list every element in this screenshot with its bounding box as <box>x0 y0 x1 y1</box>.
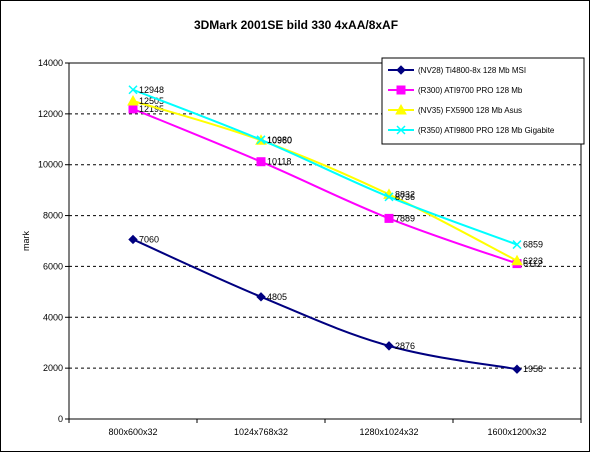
series-line-3 <box>132 88 518 246</box>
data-point <box>384 192 394 202</box>
data-point <box>256 157 266 167</box>
data-point-stroke <box>512 240 522 250</box>
data-label: 12195 <box>139 104 164 114</box>
data-point <box>256 292 266 302</box>
data-point <box>127 94 139 106</box>
series-line-1 <box>132 107 518 265</box>
data-point-stroke <box>256 135 266 145</box>
legend-box <box>381 57 585 145</box>
series-line-0 <box>132 238 518 371</box>
legend-label: (NV28) Ti4800-8x 128 Mb MSI <box>418 66 526 75</box>
data-label: 7060 <box>139 234 159 244</box>
x-tick-label: 1600x1200x32 <box>487 427 546 437</box>
data-point <box>512 364 522 374</box>
data-point <box>256 135 266 145</box>
x-tick-label: 1024x768x32 <box>234 427 288 437</box>
data-point <box>384 341 394 351</box>
data-label: 12948 <box>139 85 164 95</box>
data-point <box>384 213 394 223</box>
data-label: 12505 <box>139 96 164 106</box>
y-tick-label: 2000 <box>43 363 63 373</box>
y-axis-label: mark <box>21 231 31 251</box>
legend-marker <box>395 103 407 115</box>
data-point-stroke <box>384 192 394 202</box>
legend-label: (R300) ATI9700 PRO 128 Mb <box>418 86 523 95</box>
data-label: 6112 <box>523 259 542 269</box>
data-label: 8736 <box>395 192 415 202</box>
chart-title: 3DMark 2001SE bild 330 4xAA/8xAF <box>194 18 398 32</box>
legend-label: (R350) ATI9800 PRO 128 Mb Gigabite <box>418 126 555 135</box>
y-tick-label: 8000 <box>43 211 63 221</box>
data-point <box>128 234 138 245</box>
legend-marker-stroke <box>396 125 406 135</box>
legend: (NV28) Ti4800-8x 128 Mb MSI (R300) ATI970… <box>381 57 585 145</box>
x-tick-label: 800x600x32 <box>108 427 157 437</box>
data-point-stroke <box>128 85 138 95</box>
legend-marker <box>396 65 406 75</box>
data-label: 10980 <box>267 135 292 145</box>
data-label: 10118 <box>267 157 291 167</box>
legend-marker <box>396 85 406 95</box>
data-label: 6223 <box>523 256 543 266</box>
data-label: 6859 <box>523 240 543 250</box>
y-tick-label: 14000 <box>38 58 63 68</box>
data-label: 10960 <box>267 135 292 145</box>
data-point <box>511 254 523 266</box>
y-tick-label: 0 <box>58 414 63 424</box>
data-point <box>512 240 522 250</box>
y-tick-label: 6000 <box>43 261 63 271</box>
data-label: 7889 <box>395 213 415 223</box>
series-line-2 <box>132 100 518 262</box>
y-tick-label: 10000 <box>38 160 63 170</box>
data-label: 2876 <box>395 341 415 351</box>
data-label: 4805 <box>267 292 287 302</box>
data-label: 8832 <box>395 189 415 199</box>
y-tick-label: 12000 <box>38 109 63 119</box>
x-tick-label: 1280x1024x32 <box>359 427 418 437</box>
data-point <box>128 85 138 95</box>
legend-label: (NV35) FX5900 128 Mb Asus <box>418 106 522 115</box>
legend-marker <box>396 125 406 135</box>
y-tick-label: 4000 <box>43 312 63 322</box>
data-label: 1958 <box>523 364 543 374</box>
data-point <box>128 104 138 114</box>
